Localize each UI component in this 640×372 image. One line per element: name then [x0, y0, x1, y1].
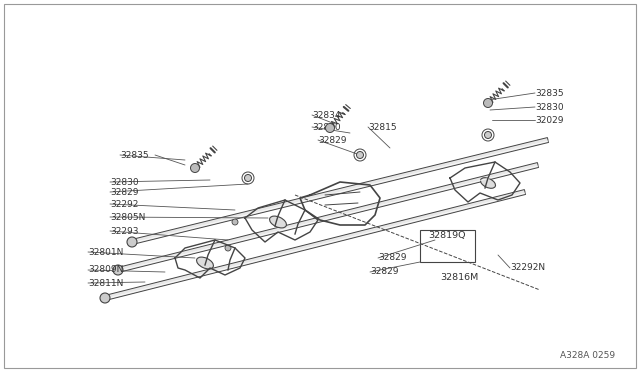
Circle shape: [244, 174, 252, 182]
Text: 32811N: 32811N: [88, 279, 124, 288]
Text: 32830: 32830: [312, 122, 340, 131]
Polygon shape: [104, 190, 525, 301]
Circle shape: [100, 293, 110, 303]
Circle shape: [483, 99, 493, 108]
Text: 32829: 32829: [378, 253, 406, 263]
Text: 32835: 32835: [120, 151, 148, 160]
Text: 32815: 32815: [368, 122, 397, 131]
Text: 32292: 32292: [110, 199, 138, 208]
Text: 32816M: 32816M: [440, 273, 478, 282]
Circle shape: [326, 124, 335, 132]
Text: 32809N: 32809N: [88, 266, 124, 275]
Bar: [420, 230, 475, 262]
Ellipse shape: [269, 216, 287, 228]
Ellipse shape: [481, 178, 495, 188]
Circle shape: [356, 151, 364, 158]
Circle shape: [113, 265, 123, 275]
Text: 32819Q: 32819Q: [428, 231, 465, 240]
Text: 32829: 32829: [110, 187, 138, 196]
Text: 32029: 32029: [535, 115, 563, 125]
Text: 32834: 32834: [312, 110, 340, 119]
Text: 32830: 32830: [110, 177, 139, 186]
Circle shape: [191, 164, 200, 173]
Polygon shape: [117, 163, 539, 272]
Text: 32830: 32830: [535, 103, 564, 112]
Text: 32829: 32829: [318, 135, 346, 144]
Circle shape: [232, 219, 238, 225]
Circle shape: [484, 131, 492, 138]
Text: 32801N: 32801N: [88, 247, 124, 257]
Text: 32835: 32835: [535, 89, 564, 97]
Circle shape: [127, 237, 137, 247]
Text: 32292N: 32292N: [510, 263, 545, 273]
Polygon shape: [131, 138, 548, 244]
Text: A328A 0259: A328A 0259: [560, 352, 615, 360]
Text: 32829: 32829: [370, 267, 399, 276]
Ellipse shape: [196, 257, 213, 269]
Text: 32293: 32293: [110, 227, 138, 235]
Text: 32805N: 32805N: [110, 212, 145, 221]
Circle shape: [225, 245, 231, 251]
